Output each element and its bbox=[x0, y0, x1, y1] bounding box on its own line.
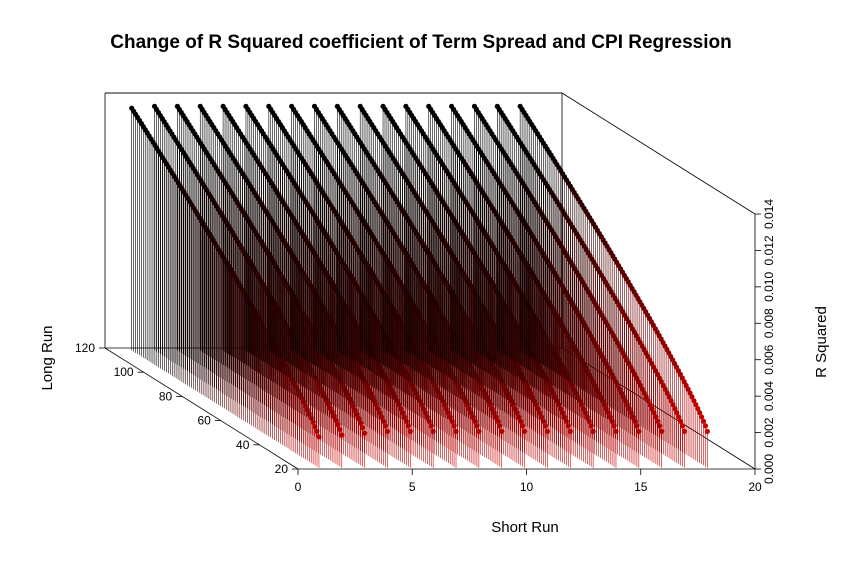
z-axis-label: R Squared bbox=[813, 306, 830, 378]
data-point bbox=[697, 410, 703, 416]
x-tick-label: 15 bbox=[634, 480, 648, 494]
x-axis-label: Short Run bbox=[491, 519, 559, 536]
series-11 bbox=[357, 103, 551, 468]
data-point bbox=[672, 406, 678, 412]
x-tick-label: 10 bbox=[520, 480, 534, 494]
series-17 bbox=[494, 103, 688, 468]
z-axis: 0.000 0.002 0.004 0.006 0.008 0.010 0.012 0.014 bbox=[755, 199, 776, 484]
data-point bbox=[691, 398, 697, 404]
data-point bbox=[670, 402, 676, 408]
y-axis: 20 40 60 80 100 120 bbox=[75, 341, 298, 476]
data-point bbox=[689, 394, 695, 400]
x-axis: 0 5 10 15 20 bbox=[295, 469, 762, 494]
data-point bbox=[664, 390, 670, 396]
series-18 bbox=[517, 103, 710, 468]
data-point bbox=[674, 410, 680, 416]
z-tick-label: 0.004 bbox=[762, 381, 776, 411]
x-tick-label: 20 bbox=[748, 480, 762, 494]
box-edge bbox=[561, 92, 756, 215]
y-tick-label: 60 bbox=[197, 414, 211, 428]
y-tick-label: 100 bbox=[114, 365, 134, 379]
series-4 bbox=[197, 103, 391, 468]
z-tick-label: 0.006 bbox=[762, 344, 776, 374]
chart-title: Change of R Squared coefficient of Term … bbox=[110, 32, 731, 53]
data-point bbox=[704, 428, 710, 434]
data-point bbox=[687, 390, 693, 396]
z-tick-label: 0.014 bbox=[762, 199, 776, 229]
data-point bbox=[678, 418, 684, 424]
data-point bbox=[676, 414, 682, 420]
z-tick-label: 0.008 bbox=[762, 308, 776, 338]
y-tick-label: 20 bbox=[275, 462, 289, 476]
y-tick-label: 120 bbox=[75, 341, 95, 355]
data-point bbox=[693, 402, 699, 408]
z-tick-label: 0.002 bbox=[762, 417, 776, 447]
box-edge bbox=[104, 347, 299, 470]
z-tick-label: 0.000 bbox=[762, 454, 776, 484]
y-axis-label: Long Run bbox=[39, 325, 56, 390]
series-14 bbox=[426, 103, 619, 468]
x-tick-label: 0 bbox=[295, 480, 302, 494]
data-point bbox=[666, 394, 672, 400]
data-point bbox=[668, 398, 674, 404]
data-point bbox=[695, 406, 701, 412]
z-tick-label: 0.012 bbox=[762, 235, 776, 265]
data-point bbox=[679, 423, 686, 429]
data-point bbox=[702, 423, 709, 429]
series-9 bbox=[311, 103, 505, 468]
data-marks bbox=[129, 103, 710, 468]
data-point bbox=[681, 428, 688, 434]
series-5 bbox=[220, 103, 413, 468]
data-point bbox=[700, 418, 707, 424]
z-tick-label: 0.010 bbox=[762, 272, 776, 302]
y-tick-label: 80 bbox=[159, 389, 173, 403]
y-tick-label: 40 bbox=[236, 438, 250, 452]
x-tick-label: 5 bbox=[409, 480, 416, 494]
data-point bbox=[698, 414, 705, 420]
